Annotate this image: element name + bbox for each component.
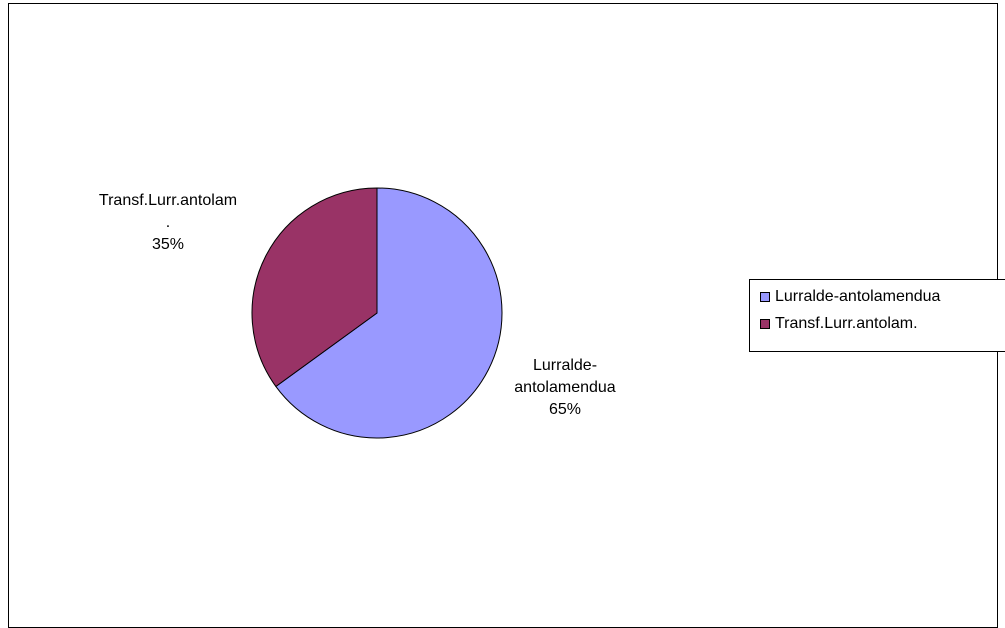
legend-item-transf: Transf.Lurr.antolam. [760,314,918,334]
legend-swatch-transf [760,319,770,329]
legend: Lurralde-antolamendua Transf.Lurr.antola… [749,279,1005,352]
slice-label-lurralde: Lurralde- antolamendua 65% [514,357,616,418]
legend-label-lurralde: Lurralde-antolamendua [775,288,941,305]
pie-slice-transf [251,187,378,388]
legend-item-lurralde: Lurralde-antolamendua [760,287,940,307]
legend-label-transf: Transf.Lurr.antolam. [775,315,918,332]
slice-label-transf: Transf.Lurr.antolam . 35% [98,192,238,253]
legend-swatch-lurralde [760,292,770,302]
pie-slice-lurralde [275,187,503,439]
